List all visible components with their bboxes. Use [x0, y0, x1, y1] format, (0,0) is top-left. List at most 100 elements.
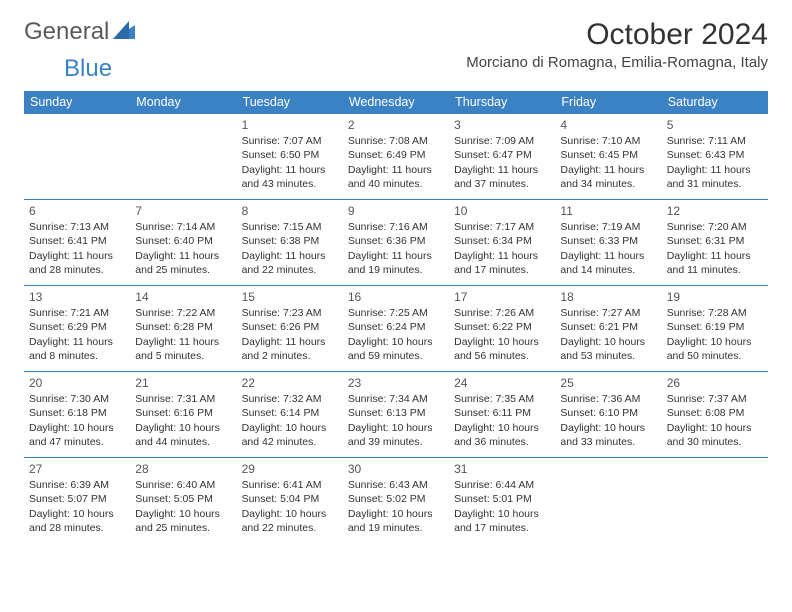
calendar-cell: 3Sunrise: 7:09 AMSunset: 6:47 PMDaylight…: [449, 114, 555, 200]
day-number: 7: [135, 203, 231, 219]
calendar-cell: 12Sunrise: 7:20 AMSunset: 6:31 PMDayligh…: [662, 200, 768, 286]
day-header: Wednesday: [343, 91, 449, 114]
daylight-text: Daylight: 11 hours and 19 minutes.: [348, 249, 444, 277]
calendar-cell: [555, 458, 661, 544]
daylight-text: Daylight: 10 hours and 50 minutes.: [667, 335, 763, 363]
daylight-text: Daylight: 10 hours and 25 minutes.: [135, 507, 231, 535]
sunrise-text: Sunrise: 7:21 AM: [29, 306, 125, 320]
daylight-text: Daylight: 11 hours and 37 minutes.: [454, 163, 550, 191]
day-number: 6: [29, 203, 125, 219]
day-number: 13: [29, 289, 125, 305]
sunset-text: Sunset: 5:05 PM: [135, 492, 231, 506]
calendar-cell: 25Sunrise: 7:36 AMSunset: 6:10 PMDayligh…: [555, 372, 661, 458]
daylight-text: Daylight: 11 hours and 2 minutes.: [242, 335, 338, 363]
day-header: Saturday: [662, 91, 768, 114]
daylight-text: Daylight: 10 hours and 30 minutes.: [667, 421, 763, 449]
sunrise-text: Sunrise: 7:07 AM: [242, 134, 338, 148]
sunset-text: Sunset: 6:47 PM: [454, 148, 550, 162]
calendar-table: Sunday Monday Tuesday Wednesday Thursday…: [24, 91, 768, 544]
daylight-text: Daylight: 11 hours and 34 minutes.: [560, 163, 656, 191]
daylight-text: Daylight: 10 hours and 22 minutes.: [242, 507, 338, 535]
calendar-row: 1Sunrise: 7:07 AMSunset: 6:50 PMDaylight…: [24, 114, 768, 200]
sunset-text: Sunset: 6:22 PM: [454, 320, 550, 334]
sunset-text: Sunset: 6:08 PM: [667, 406, 763, 420]
calendar-cell: 8Sunrise: 7:15 AMSunset: 6:38 PMDaylight…: [237, 200, 343, 286]
day-number: 20: [29, 375, 125, 391]
day-number: 18: [560, 289, 656, 305]
sunrise-text: Sunrise: 7:22 AM: [135, 306, 231, 320]
day-header: Sunday: [24, 91, 130, 114]
sunrise-text: Sunrise: 7:37 AM: [667, 392, 763, 406]
calendar-cell: 11Sunrise: 7:19 AMSunset: 6:33 PMDayligh…: [555, 200, 661, 286]
sunrise-text: Sunrise: 7:10 AM: [560, 134, 656, 148]
sunrise-text: Sunrise: 6:43 AM: [348, 478, 444, 492]
daylight-text: Daylight: 11 hours and 25 minutes.: [135, 249, 231, 277]
calendar-cell: 15Sunrise: 7:23 AMSunset: 6:26 PMDayligh…: [237, 286, 343, 372]
sunrise-text: Sunrise: 6:40 AM: [135, 478, 231, 492]
sunrise-text: Sunrise: 6:41 AM: [242, 478, 338, 492]
sunset-text: Sunset: 5:04 PM: [242, 492, 338, 506]
day-number: 29: [242, 461, 338, 477]
calendar-cell: 20Sunrise: 7:30 AMSunset: 6:18 PMDayligh…: [24, 372, 130, 458]
daylight-text: Daylight: 10 hours and 44 minutes.: [135, 421, 231, 449]
sunset-text: Sunset: 6:19 PM: [667, 320, 763, 334]
day-number: 25: [560, 375, 656, 391]
calendar-cell: [24, 114, 130, 200]
calendar-cell: 28Sunrise: 6:40 AMSunset: 5:05 PMDayligh…: [130, 458, 236, 544]
calendar-row: 6Sunrise: 7:13 AMSunset: 6:41 PM Daylight…: [24, 200, 768, 286]
calendar-row: 20Sunrise: 7:30 AMSunset: 6:18 PMDayligh…: [24, 372, 768, 458]
calendar-cell: 4Sunrise: 7:10 AMSunset: 6:45 PMDaylight…: [555, 114, 661, 200]
sunset-text: Sunset: 6:45 PM: [560, 148, 656, 162]
sunrise-text: Sunrise: 7:23 AM: [242, 306, 338, 320]
day-number: 31: [454, 461, 550, 477]
sunrise-text: Sunrise: 6:44 AM: [454, 478, 550, 492]
sunset-text: Sunset: 6:49 PM: [348, 148, 444, 162]
day-number: 14: [135, 289, 231, 305]
daylight-text: Daylight: 11 hours and 17 minutes.: [454, 249, 550, 277]
sunrise-text: Sunrise: 7:11 AM: [667, 134, 763, 148]
day-number: 12: [667, 203, 763, 219]
daylight-text: Daylight: 11 hours and 11 minutes.: [667, 249, 763, 277]
sunrise-text: Sunrise: 7:19 AM: [560, 220, 656, 234]
calendar-cell: 27Sunrise: 6:39 AMSunset: 5:07 PMDayligh…: [24, 458, 130, 544]
sunrise-text: Sunrise: 7:08 AM: [348, 134, 444, 148]
logo-text-blue: Blue: [64, 55, 112, 82]
day-number: 22: [242, 375, 338, 391]
logo-text-general: General: [24, 18, 109, 46]
day-number: 3: [454, 117, 550, 133]
sunset-text: Sunset: 6:41 PM: [29, 234, 125, 248]
calendar-cell: 24Sunrise: 7:35 AMSunset: 6:11 PMDayligh…: [449, 372, 555, 458]
sunrise-text: Sunrise: 7:13 AM: [29, 220, 125, 234]
calendar-cell: [662, 458, 768, 544]
day-number: 21: [135, 375, 231, 391]
day-number: 2: [348, 117, 444, 133]
sunset-text: Sunset: 6:50 PM: [242, 148, 338, 162]
calendar-cell: 6Sunrise: 7:13 AMSunset: 6:41 PMDaylight…: [24, 200, 130, 286]
daylight-text: Daylight: 11 hours and 31 minutes.: [667, 163, 763, 191]
sunrise-text: Sunrise: 7:36 AM: [560, 392, 656, 406]
daylight-text: Daylight: 10 hours and 53 minutes.: [560, 335, 656, 363]
calendar-cell: 13Sunrise: 7:21 AMSunset: 6:29 PMDayligh…: [24, 286, 130, 372]
sunrise-text: Sunrise: 7:14 AM: [135, 220, 231, 234]
sunset-text: Sunset: 6:26 PM: [242, 320, 338, 334]
day-header-row: Sunday Monday Tuesday Wednesday Thursday…: [24, 91, 768, 114]
sunset-text: Sunset: 6:14 PM: [242, 406, 338, 420]
day-number: 15: [242, 289, 338, 305]
sunset-text: Sunset: 6:28 PM: [135, 320, 231, 334]
calendar-cell: 7Sunrise: 7:14 AMSunset: 6:40 PMDaylight…: [130, 200, 236, 286]
sunrise-text: Sunrise: 7:20 AM: [667, 220, 763, 234]
sunset-text: Sunset: 6:13 PM: [348, 406, 444, 420]
day-number: 4: [560, 117, 656, 133]
sunset-text: Sunset: 6:29 PM: [29, 320, 125, 334]
day-number: 16: [348, 289, 444, 305]
calendar-cell: 14Sunrise: 7:22 AMSunset: 6:28 PMDayligh…: [130, 286, 236, 372]
calendar-cell: 9Sunrise: 7:16 AMSunset: 6:36 PMDaylight…: [343, 200, 449, 286]
sunrise-text: Sunrise: 6:39 AM: [29, 478, 125, 492]
calendar-cell: 17Sunrise: 7:26 AMSunset: 6:22 PMDayligh…: [449, 286, 555, 372]
calendar-cell: 21Sunrise: 7:31 AMSunset: 6:16 PMDayligh…: [130, 372, 236, 458]
calendar-cell: 5Sunrise: 7:11 AMSunset: 6:43 PMDaylight…: [662, 114, 768, 200]
sunset-text: Sunset: 6:16 PM: [135, 406, 231, 420]
daylight-text: Daylight: 11 hours and 43 minutes.: [242, 163, 338, 191]
daylight-text: Daylight: 11 hours and 40 minutes.: [348, 163, 444, 191]
calendar-cell: 18Sunrise: 7:27 AMSunset: 6:21 PMDayligh…: [555, 286, 661, 372]
